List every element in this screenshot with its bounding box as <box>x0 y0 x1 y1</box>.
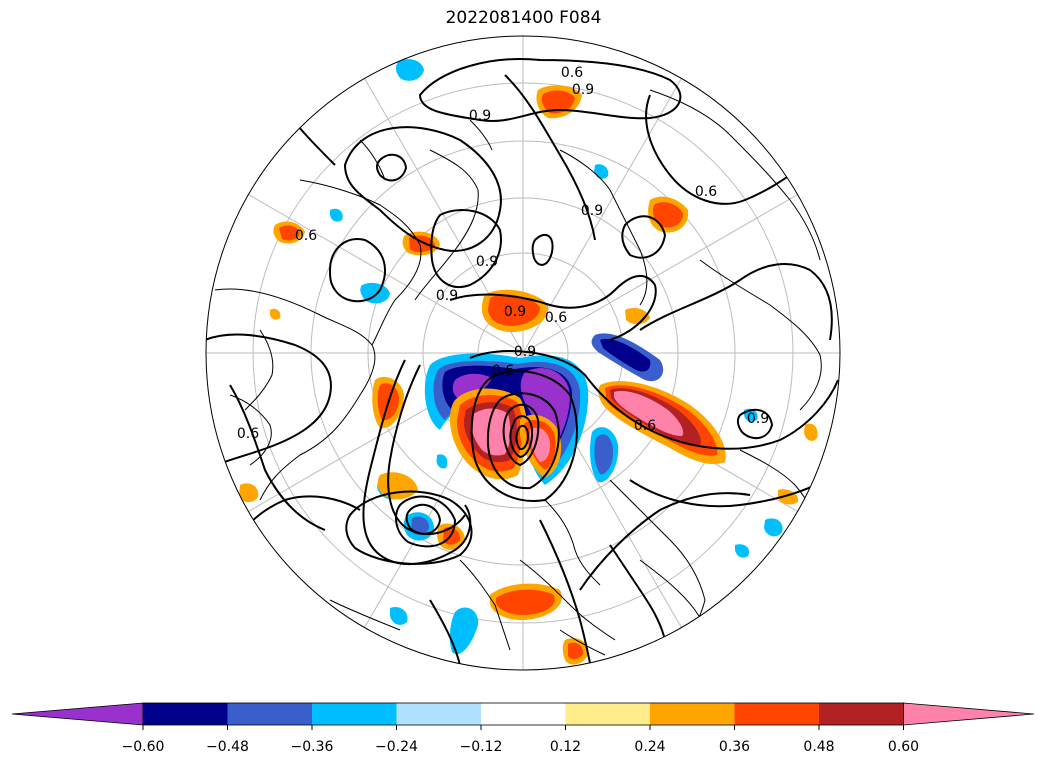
colorbar-box <box>650 703 735 725</box>
contour-label: 0.9 <box>504 304 526 320</box>
colorbar-box <box>819 703 904 725</box>
colorbar-tick-label: −0.12 <box>460 739 503 755</box>
map-title: 2022081400 F084 <box>445 8 602 28</box>
contour-lines <box>206 58 839 670</box>
contour-label-group: 0.6 0.9 0.9 0.6 0.9 0.9 0.6 0.9 0.6 0.9 … <box>237 65 769 442</box>
colorbar-tick-label: 0.24 <box>634 739 665 755</box>
colorbar-box <box>312 703 397 725</box>
colorbar-tick-label: −0.24 <box>375 739 418 755</box>
contour-label: 0.9 <box>747 411 769 427</box>
colorbar-tick-label: −0.48 <box>206 739 249 755</box>
contour-label: 0.9 <box>476 254 498 270</box>
colorbar-tick-label: −0.60 <box>122 739 165 755</box>
colorbar-extend-low <box>11 702 144 726</box>
colorbar-tick-label: 0.60 <box>888 739 919 755</box>
contour-label: 0.6 <box>561 65 583 81</box>
contour-label: 0.6 <box>295 228 317 244</box>
colorbar-box <box>227 703 312 725</box>
contour-label: 0.9 <box>514 344 536 360</box>
contour-label: 0.9 <box>581 203 603 219</box>
anomaly-fills <box>239 59 818 665</box>
contour-label: 0.6 <box>237 426 259 442</box>
colorbar-box <box>481 703 566 725</box>
colorbar-box <box>396 703 481 725</box>
graticule <box>206 36 840 670</box>
contour-label: 0.6 <box>695 184 717 200</box>
colorbar-tick-label: 0.36 <box>719 739 750 755</box>
colorbar-outline <box>142 702 904 726</box>
colorbar-box <box>734 703 819 725</box>
map-boundary <box>205 35 841 671</box>
colorbar-tick-label: 0.48 <box>803 739 834 755</box>
coastlines <box>214 89 822 656</box>
colorbar-box <box>143 703 228 725</box>
colorbar-box <box>565 703 650 725</box>
contour-label: 0.6 <box>545 310 567 326</box>
contour-label: 0.9 <box>436 288 458 304</box>
contour-label: 0.6 <box>634 418 656 434</box>
contour-label: 0.9 <box>572 82 594 98</box>
colorbar-extend-high <box>903 702 1035 726</box>
polar-map: 0.6 0.9 0.9 0.6 0.9 0.9 0.6 0.9 0.6 0.9 … <box>205 35 841 671</box>
contour-label: 0.6 <box>492 363 514 379</box>
contour-label: 0.9 <box>469 108 491 124</box>
colorbar-boxes <box>11 702 1035 726</box>
colorbar-tick-label: 0.12 <box>550 739 581 755</box>
colorbar-tick-label: −0.36 <box>291 739 334 755</box>
colorbar-ticks: −0.60 −0.48 −0.36 −0.24 −0.12 0.12 0.24 0.36 0.4… <box>122 725 919 755</box>
